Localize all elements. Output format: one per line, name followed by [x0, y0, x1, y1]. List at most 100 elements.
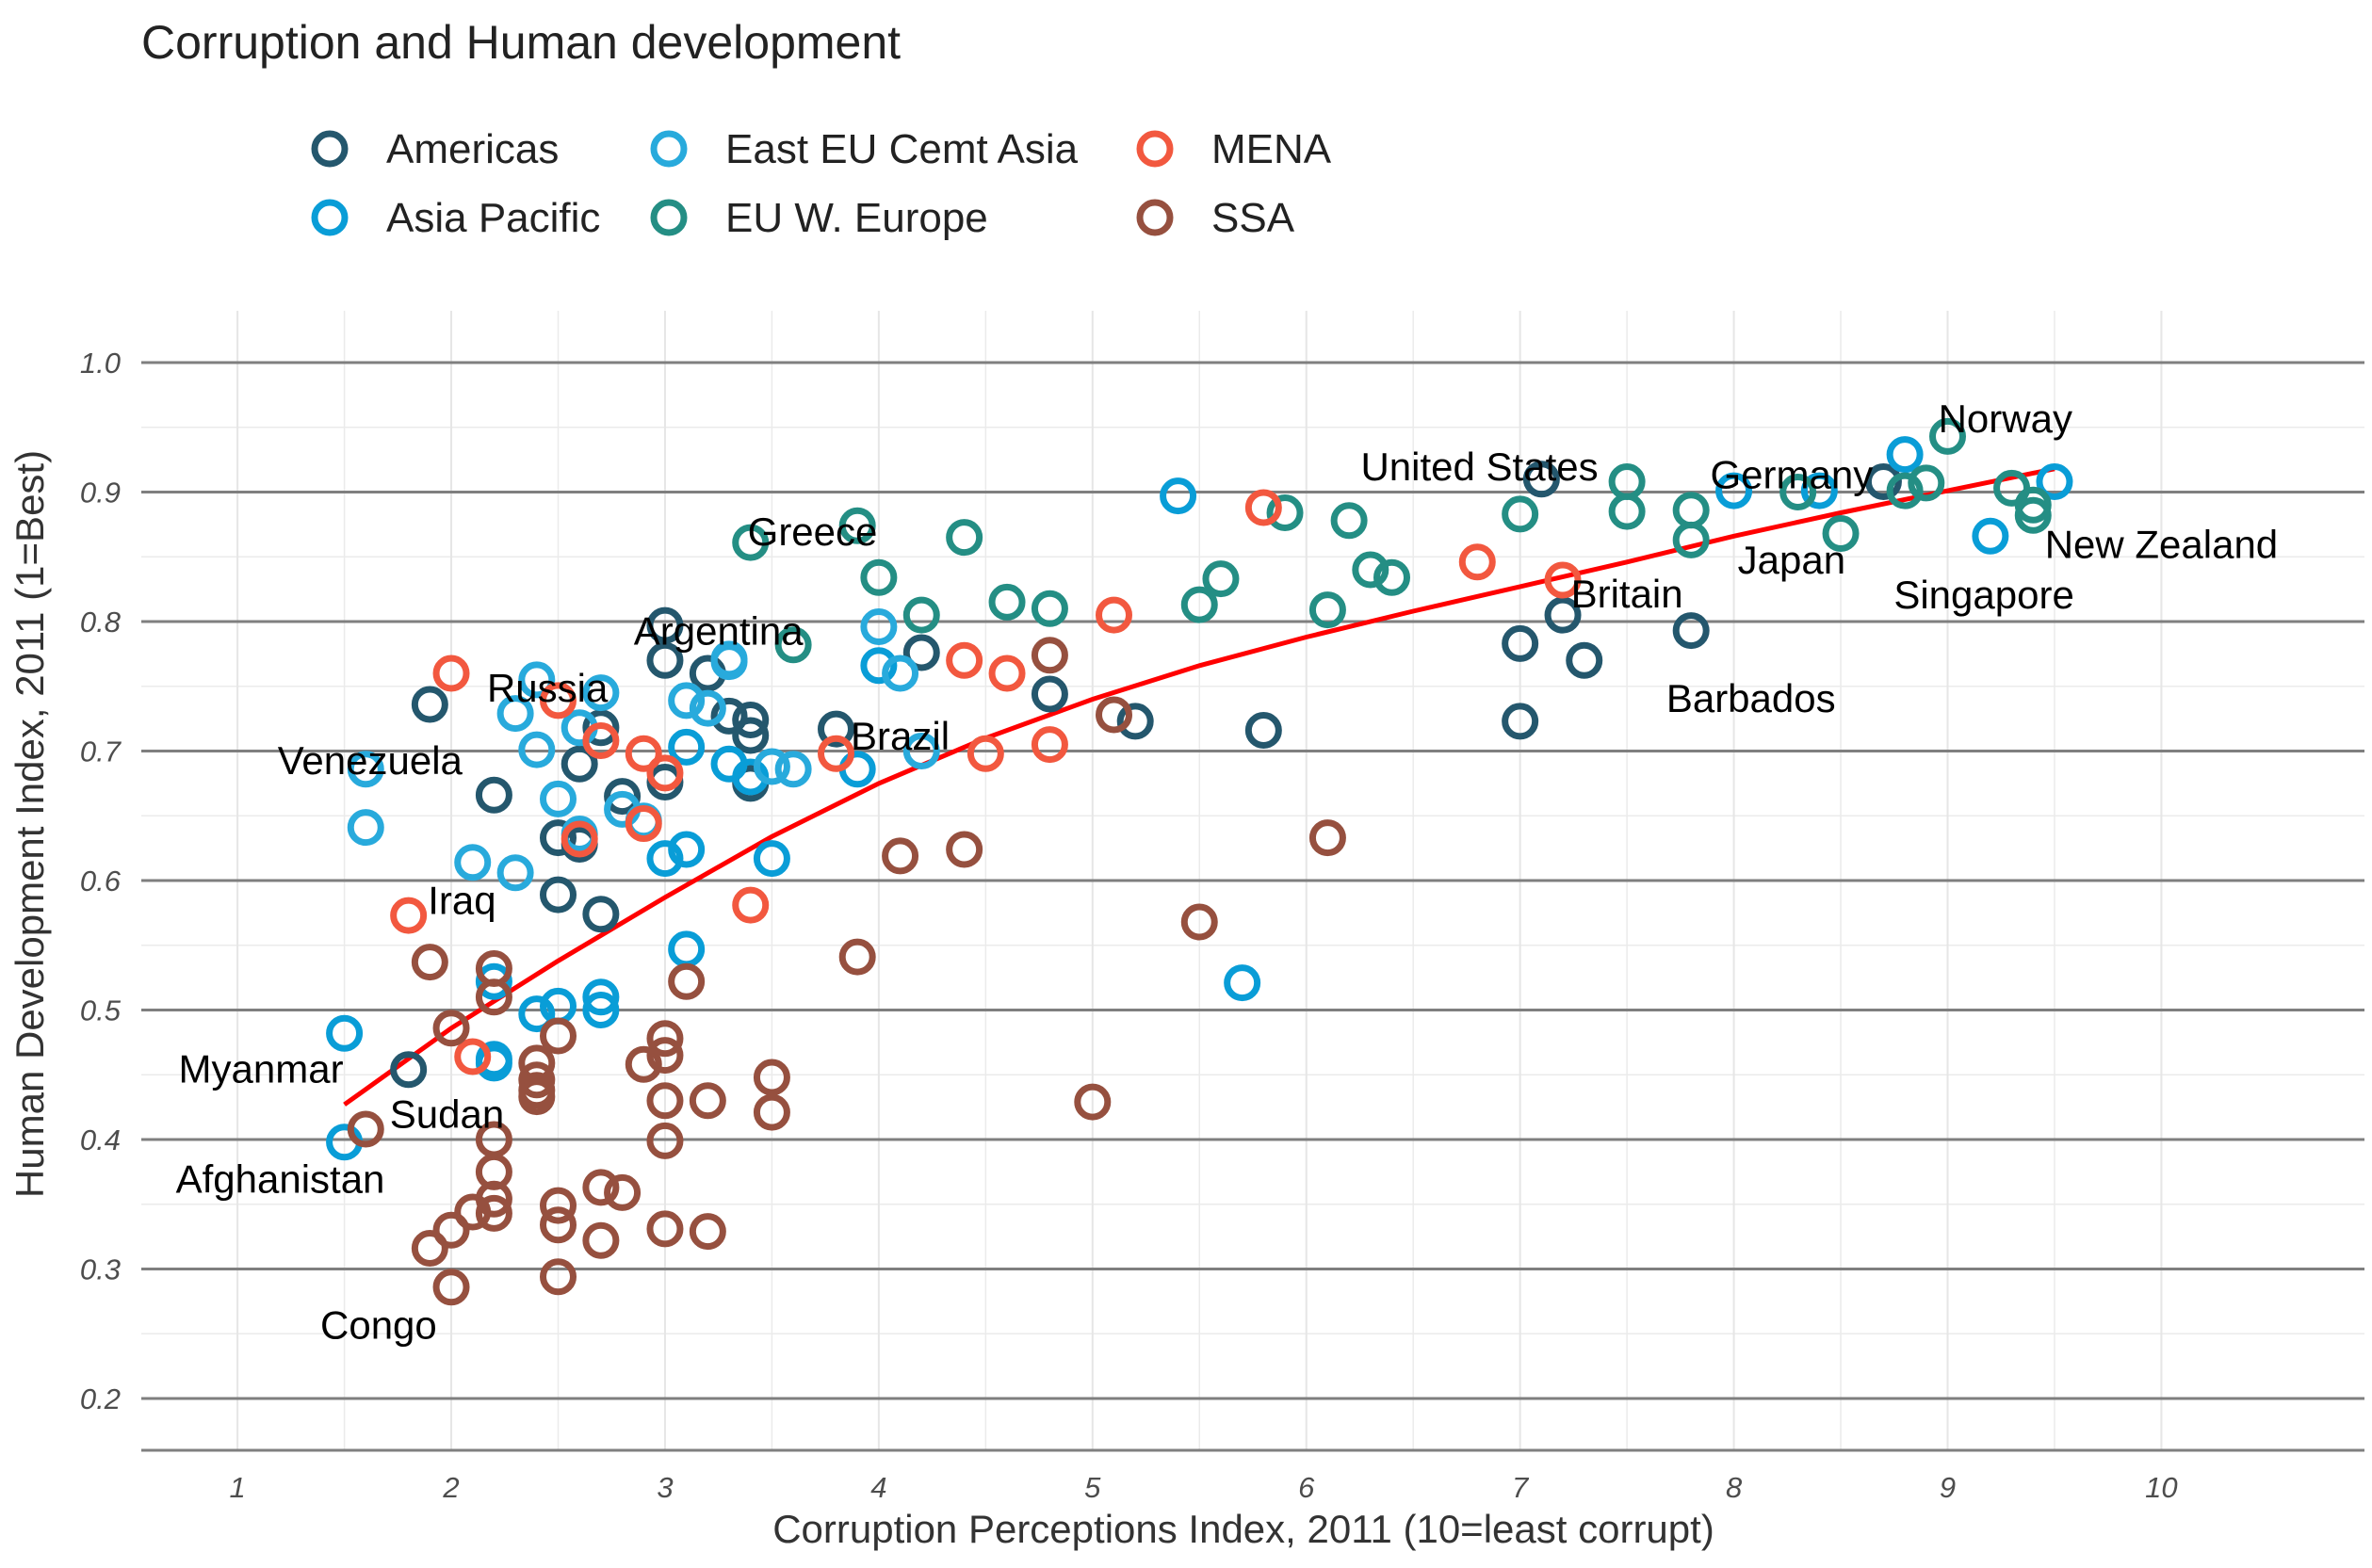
y-tick-label: 0.4: [80, 1123, 121, 1156]
series-eu-w-europe: [732, 417, 2052, 664]
data-point: [1373, 558, 1410, 596]
data-point: [1096, 596, 1132, 634]
data-point: [753, 840, 790, 878]
data-point: [411, 686, 448, 723]
data-point: [1266, 494, 1304, 531]
data-point: [1800, 472, 1838, 509]
data-point: [582, 896, 620, 933]
data-point: [860, 558, 898, 596]
legend-label: Asia Pacific: [386, 195, 600, 241]
data-point: [689, 1213, 726, 1251]
data-point: [561, 820, 598, 858]
data-point: [1308, 591, 1346, 629]
data-point: [411, 944, 448, 981]
data-point: [946, 519, 983, 557]
data-point: [390, 897, 428, 934]
y-tick-label: 0.2: [80, 1382, 121, 1415]
data-point: [496, 854, 534, 892]
legend-key: [650, 199, 688, 236]
data-point: [625, 735, 662, 772]
legend-key: [311, 199, 349, 236]
data-point: [860, 647, 898, 685]
data-point: [1522, 461, 1560, 498]
country-label: Germany: [1710, 452, 1873, 496]
country-label: Sudan: [390, 1092, 504, 1137]
data-point: [582, 674, 620, 712]
data-point: [1308, 819, 1346, 857]
data-point: [1972, 517, 2009, 555]
data-point: [561, 745, 598, 783]
data-point: [518, 995, 556, 1033]
x-tick-label: 3: [657, 1471, 673, 1504]
data-point: [432, 1211, 470, 1249]
x-tick-label: 7: [1512, 1471, 1530, 1504]
data-point: [518, 1078, 556, 1116]
data-point: [625, 805, 662, 842]
data-point: [646, 606, 684, 644]
legend-label: SSA: [1211, 195, 1295, 241]
y-axis-ticks: 0.2 0.3 0.4 0.5 0.6 0.7 0.8 0.9 1.0: [80, 347, 122, 1415]
x-axis-ticks: 1 2 3 4 5 6 7 8 9 10: [229, 1471, 2177, 1504]
data-point: [2036, 463, 2073, 500]
data-point: [625, 1045, 662, 1083]
country-label: Venezuela: [278, 738, 463, 783]
country-label: Greece: [748, 509, 878, 554]
data-point: [432, 1010, 470, 1047]
data-point: [1202, 560, 1240, 598]
data-point: [540, 1258, 577, 1296]
data-point: [454, 1038, 492, 1075]
data-point: [774, 751, 812, 788]
data-point: [1886, 436, 1924, 474]
data-point: [860, 608, 898, 645]
country-label: Barbados: [1666, 676, 1836, 720]
data-point: [1544, 596, 1582, 634]
data-point: [1031, 637, 1068, 674]
country-label: New Zealand: [2045, 523, 2278, 567]
country-label: Russia: [487, 666, 609, 710]
country-label: Argentina: [634, 609, 804, 654]
data-point: [582, 992, 620, 1028]
data-point: [646, 1037, 684, 1075]
y-axis-title: Human Development Index, 2011 (1=Best): [8, 450, 52, 1198]
y-tick-label: 0.6: [80, 865, 122, 897]
y-tick-label: 0.9: [80, 477, 121, 509]
data-point: [882, 837, 919, 875]
data-point: [668, 728, 706, 766]
data-point: [689, 689, 726, 727]
y-tick-label: 0.3: [80, 1253, 121, 1286]
data-point: [475, 1180, 512, 1218]
legend-item: EU W. Europe: [650, 195, 988, 241]
x-tick-label: 5: [1084, 1471, 1101, 1504]
data-point: [1096, 696, 1132, 734]
data-point: [689, 1082, 726, 1120]
country-label: Brazil: [851, 714, 950, 758]
x-tick-label: 9: [1940, 1471, 1956, 1504]
data-point: [946, 831, 983, 868]
data-point: [432, 1269, 470, 1306]
y-tick-label: 0.5: [80, 994, 122, 1027]
legend-key: [311, 130, 349, 168]
data-point: [1672, 492, 1710, 529]
data-point: [1929, 417, 1966, 455]
data-point: [475, 1194, 512, 1232]
data-point: [1116, 703, 1154, 740]
data-point: [753, 1059, 790, 1096]
data-point: [1502, 703, 1539, 740]
data-point: [518, 731, 556, 768]
data-point: [1180, 586, 1218, 623]
data-point: [732, 886, 770, 924]
legend-label: East EU Cemt Asia: [725, 126, 1079, 172]
data-point: [518, 661, 556, 699]
data-point: [347, 1110, 384, 1148]
data-point: [646, 1122, 684, 1159]
data-point: [540, 876, 577, 913]
data-point: [732, 702, 770, 738]
data-point: [1779, 474, 1817, 510]
data-point: [1864, 463, 1902, 500]
data-point: [902, 733, 940, 769]
data-point: [838, 938, 876, 976]
country-label: Afghanistan: [176, 1156, 385, 1201]
country-label: Norway: [1939, 396, 2072, 441]
data-point: [1031, 726, 1068, 764]
